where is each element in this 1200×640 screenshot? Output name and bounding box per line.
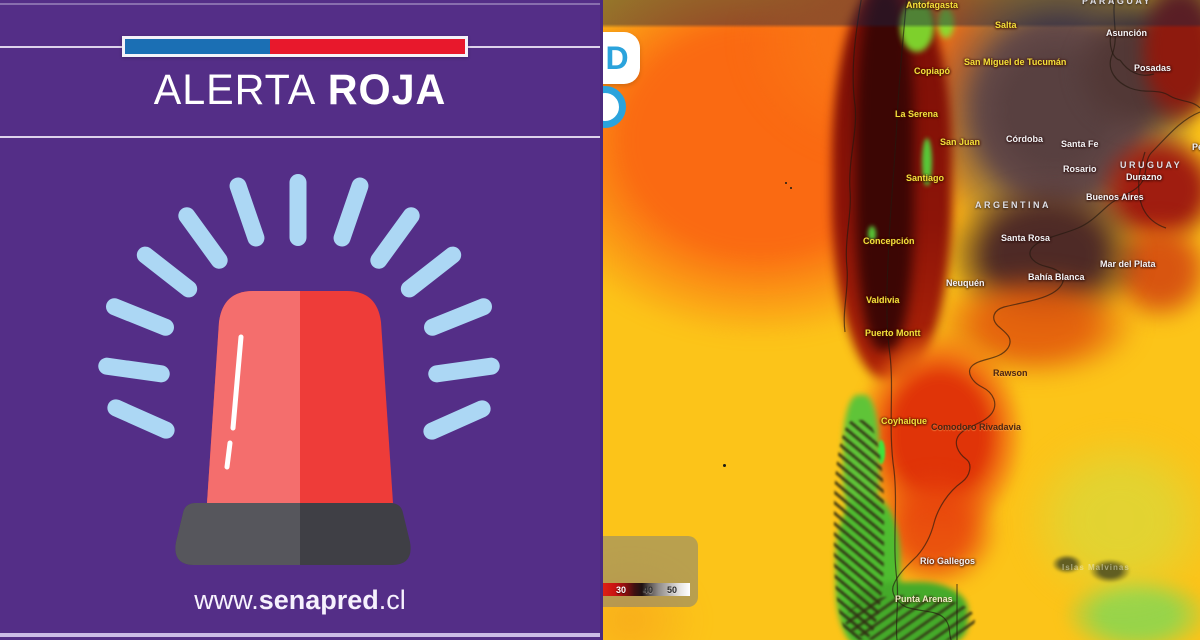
city-label: Buenos Aires: [1086, 192, 1144, 202]
flag-red-segment: [270, 39, 465, 54]
city-label: Durazno: [1126, 172, 1162, 182]
weather-map: Antofagasta PARAGUAY Salta Asunción San Migu…: [600, 0, 1200, 640]
city-label: Río Gallegos: [920, 556, 976, 566]
city-label: Santa Fe: [1061, 139, 1099, 149]
map-speck: [723, 464, 726, 467]
city-label: Posadas: [1134, 63, 1172, 73]
alert-title: ALERTA ROJA: [12, 66, 588, 115]
city-label: Islas Malvinas: [1062, 563, 1130, 572]
map-speck: [785, 182, 787, 184]
chile-flag-bar: [122, 36, 468, 57]
city-label: Pe: [1192, 142, 1200, 152]
city-label: Antofagasta: [906, 0, 959, 10]
city-label: URUGUAY: [1120, 160, 1183, 170]
falkland-islands: [1084, 556, 1136, 586]
city-label: ARGENTINA: [975, 200, 1051, 210]
city-label: Copiapó: [914, 66, 950, 76]
legend-ticks: 0304050: [600, 583, 690, 596]
divider-line: [0, 3, 600, 5]
legend-tick: 50: [667, 585, 678, 595]
panel-edge-strip: [600, 0, 603, 640]
city-label: Mar del Plata: [1100, 259, 1156, 269]
website-url: www.senapred.cl: [0, 585, 600, 616]
city-label: Concepción: [863, 236, 915, 246]
city-label: Asunción: [1106, 28, 1148, 38]
map-borders: [843, 0, 1200, 640]
alert-title-regular: ALERTA: [153, 66, 317, 114]
city-label: PARAGUAY: [1082, 0, 1153, 6]
city-label: Comodoro Rivadavia: [931, 422, 1022, 432]
legend-tick: 40: [643, 585, 654, 595]
city-label: La Serena: [895, 109, 939, 119]
city-label: Valdivia: [866, 295, 900, 305]
city-label: Bahía Blanca: [1028, 272, 1085, 282]
url-prefix: www.: [194, 585, 259, 615]
city-label: Puerto Montt: [865, 328, 921, 338]
city-label: Santiago: [906, 173, 945, 183]
city-label: San Miguel de Tucumán: [964, 57, 1067, 67]
flag-blue-segment: [125, 39, 270, 54]
city-label: Rosario: [1063, 164, 1097, 174]
url-suffix: .cl: [378, 585, 406, 615]
legend-tick: 30: [616, 585, 627, 595]
url-domain: senapred: [258, 585, 379, 615]
city-label: Rawson: [993, 368, 1028, 378]
city-label: San Juan: [940, 137, 981, 147]
bottom-band: [0, 633, 600, 637]
city-label: Coyhaique: [881, 416, 928, 426]
divider-line: [0, 136, 600, 138]
alert-title-bold: ROJA: [327, 66, 447, 114]
siren-rays-icon: [98, 174, 500, 440]
siren-base-icon: [175, 503, 411, 565]
map-speck: [790, 187, 792, 189]
city-labels: Antofagasta PARAGUAY Salta Asunción San Migu…: [600, 0, 1200, 640]
map-top-shade: [600, 0, 1200, 28]
meteored-logo: D: [600, 32, 640, 84]
logo-letter: D: [605, 39, 629, 76]
city-label: Córdoba: [1006, 134, 1043, 144]
city-label: Neuquén: [946, 278, 985, 288]
siren-dome-icon: [207, 291, 393, 503]
city-label: Punta Arenas: [895, 594, 953, 604]
alert-panel: ALERTA ROJA: [0, 0, 600, 640]
legend-colorbar: [600, 583, 690, 596]
falkland-islands: [1048, 552, 1086, 576]
city-label: Salta: [995, 20, 1017, 30]
city-label: Santa Rosa: [1001, 233, 1051, 243]
siren-icon: [98, 174, 500, 565]
temperature-legend: 0304050: [600, 536, 698, 607]
